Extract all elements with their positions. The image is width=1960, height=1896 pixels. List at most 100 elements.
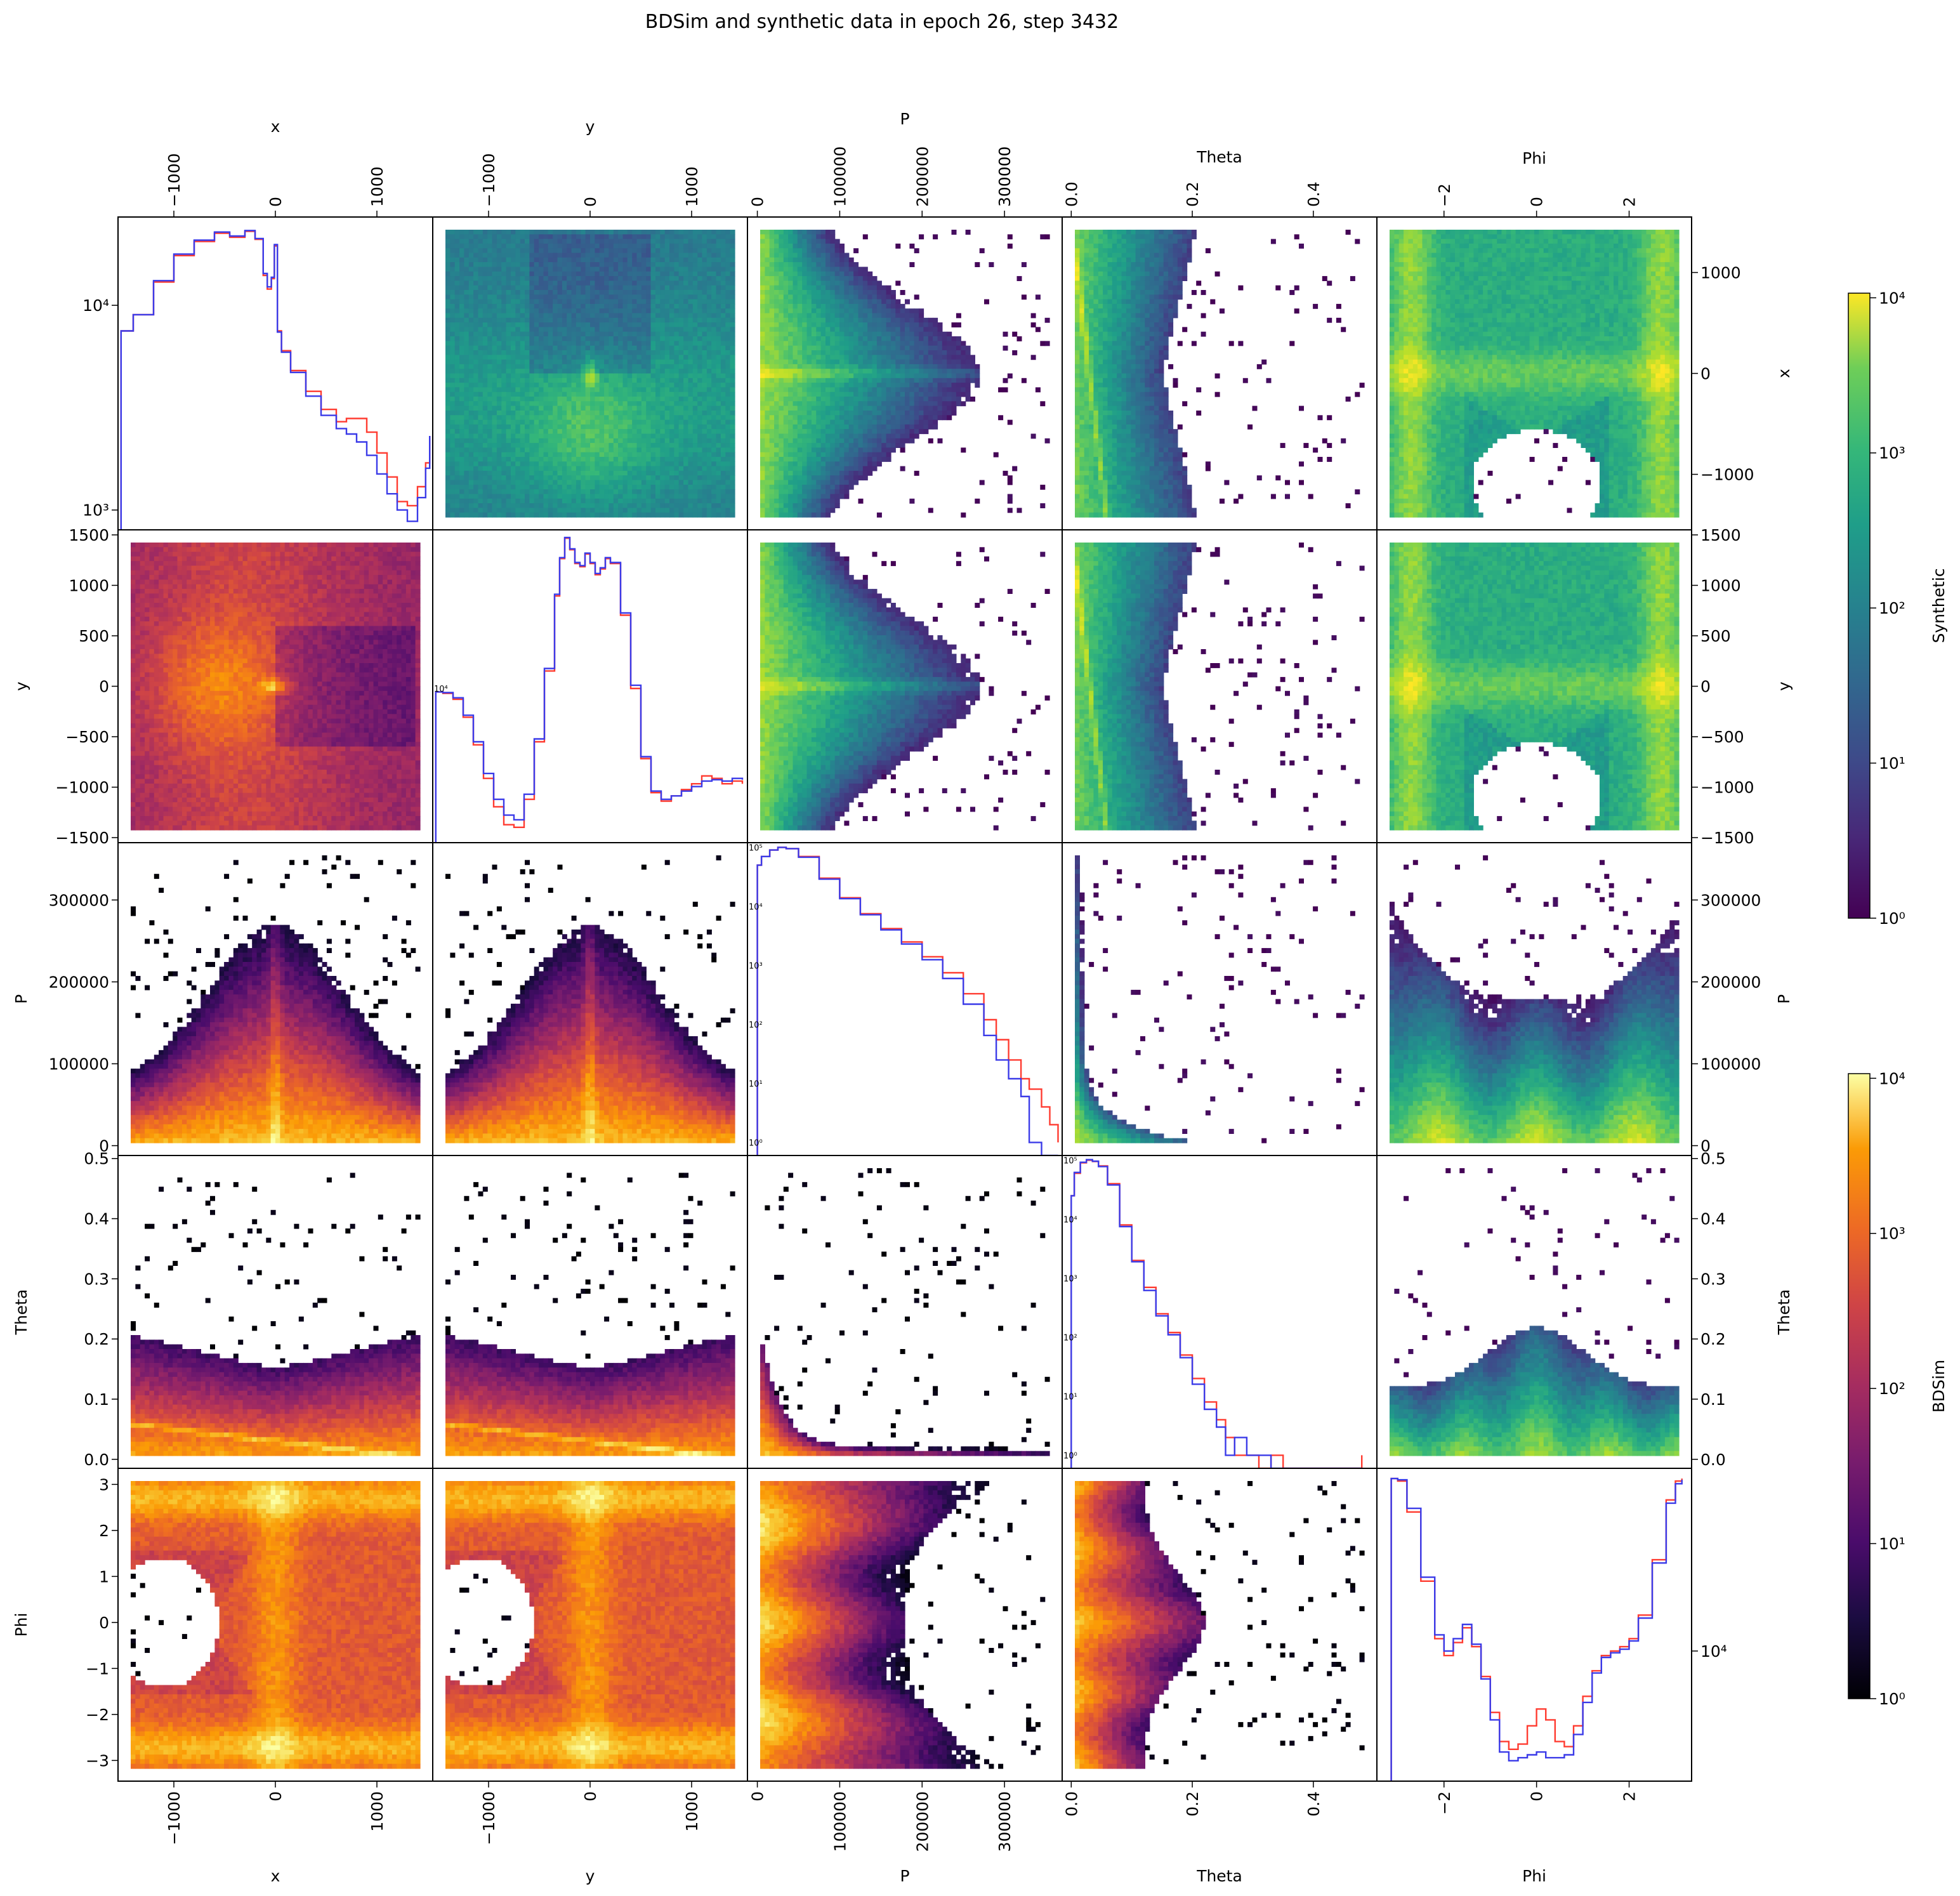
ytick-label: 10³ (1063, 1274, 1077, 1284)
colorbar-label: Synthetic (1930, 568, 1948, 643)
row-label-left: Theta (12, 1289, 30, 1336)
ytick-label: 10⁴ (749, 902, 763, 912)
xtick-label-top: −1000 (165, 153, 183, 207)
xtick-label-bottom: 0 (749, 1791, 767, 1801)
xtick-label-top: 1000 (683, 166, 701, 207)
xtick-label-top: 1000 (368, 166, 386, 207)
panel-bg (1377, 1468, 1692, 1781)
ytick-label-left: −500 (65, 728, 109, 746)
panel-Theta-vs-y (433, 1155, 747, 1468)
ytick-label: 10⁴ (82, 296, 109, 315)
xtick-label-bottom: 300000 (996, 1791, 1014, 1852)
panel-bg (747, 843, 1062, 1155)
ytick-label-left: 0 (99, 678, 109, 696)
ytick-label-right: 0.4 (1700, 1210, 1726, 1228)
panel-P-vs-Theta (1062, 843, 1377, 1155)
heatmap-cells (131, 543, 421, 831)
colorbar-tick-label: 10⁴ (1879, 289, 1905, 307)
ytick-label-right: 0.2 (1700, 1330, 1726, 1348)
panel-Phi-vs-y (433, 1468, 747, 1781)
ytick-label-left: −1000 (55, 779, 109, 797)
col-label-bottom: x (271, 1867, 280, 1885)
row-label-left: y (12, 681, 30, 691)
row-label-left: P (12, 994, 30, 1004)
panel-x-vs-Theta (1062, 217, 1377, 530)
colorbars: 10⁰ 10¹ 10² 10³ 10⁴ Synthetic 10⁰10¹10²10³10⁴B… (1848, 289, 1948, 1708)
ytick-label-left: 0 (99, 1614, 109, 1632)
panel-Phi-vs-P (747, 1468, 1062, 1781)
ytick-label-left: −3 (86, 1751, 109, 1770)
panel-x-vs-x: 10³ 10⁴ (82, 217, 433, 530)
col-label-top: Phi (1522, 149, 1546, 168)
diag-ytick-labels: 10³ 10⁴ (82, 296, 118, 520)
ytick-label-left: 300000 (49, 891, 109, 909)
ytick-label: 10¹ (1063, 1392, 1077, 1402)
row-label-left: Phi (12, 1613, 30, 1637)
panel-Phi-vs-x (118, 1468, 433, 1781)
heatmap-cells (445, 230, 735, 518)
ytick-label: 10⁰ (1063, 1451, 1077, 1461)
diag-ytick-labels: 10⁴ (1692, 1642, 1727, 1661)
figure-title: BDSim and synthetic data in epoch 26, st… (645, 11, 1119, 33)
ytick-label-left: 1 (99, 1567, 109, 1586)
ytick-label-left: 0.3 (84, 1270, 109, 1288)
panel-bg (433, 530, 747, 843)
colorbar-tick-label: 10¹ (1879, 754, 1905, 773)
ytick-label: 10³ (749, 961, 763, 971)
ytick-label-right: 0.5 (1700, 1150, 1726, 1168)
xtick-label-bottom: 0.0 (1062, 1791, 1081, 1817)
xtick-label-top: 200000 (913, 147, 931, 207)
ytick-label-left: 0.2 (84, 1330, 109, 1348)
ytick-label-right: −1000 (1700, 779, 1754, 797)
panel-bg (1062, 843, 1377, 1155)
ytick-label-left: −2 (86, 1706, 109, 1724)
colorbar-tick-label: 10⁴ (1879, 1069, 1905, 1088)
panel-Theta-vs-Phi (1377, 1155, 1692, 1468)
xtick-label-bottom: 2 (1621, 1791, 1639, 1801)
ytick-label: 10⁴ (1063, 1215, 1077, 1225)
panel-bg (118, 217, 433, 530)
panel-x-vs-y (433, 217, 747, 530)
ytick-label-right: 100000 (1700, 1055, 1761, 1073)
panel-P-vs-x (118, 843, 433, 1155)
xtick-label-bottom: 0 (581, 1791, 600, 1801)
xtick-label-bottom: −1000 (480, 1791, 498, 1845)
xtick-label-bottom: 1000 (683, 1791, 701, 1832)
colorbar-tick-label: 10³ (1879, 444, 1905, 463)
col-label-bottom: P (900, 1867, 909, 1885)
xtick-label-top: −2 (1435, 183, 1454, 207)
ytick-label-left: 500 (79, 627, 109, 645)
ytick-label-left: 0.5 (84, 1150, 109, 1168)
col-label-bottom: Theta (1196, 1867, 1242, 1885)
ytick-label: 10⁰ (749, 1138, 763, 1148)
col-label-top: y (586, 117, 595, 136)
ytick-label-right: 1000 (1700, 263, 1741, 282)
xtick-label-top: 0 (1528, 197, 1546, 207)
ytick-label: 10³ (82, 501, 109, 520)
xtick-label-top: 0.0 (1062, 181, 1081, 207)
panel-x-vs-P (747, 217, 1062, 530)
colorbar-gradient (1848, 293, 1870, 918)
panel-x-vs-Phi (1377, 217, 1692, 530)
ytick-label-left: 0.4 (84, 1210, 109, 1228)
ytick-label: 10¹ (749, 1079, 763, 1089)
colorbar-tick-label: 10⁰ (1879, 1690, 1905, 1708)
ytick-label-left: 100000 (49, 1055, 109, 1073)
panel-y-vs-y: 10⁴ (433, 530, 747, 843)
colorbar-tick-label: 10² (1879, 1379, 1905, 1398)
panel-Phi-vs-Phi: 10⁴ (1377, 1468, 1727, 1781)
panel-y-vs-Phi (1377, 530, 1692, 843)
xtick-label-top: 0 (749, 197, 767, 207)
ytick-label-left: −1500 (55, 829, 109, 847)
col-label-bottom: y (586, 1867, 595, 1885)
ytick-label-left: 2 (99, 1522, 109, 1540)
row-label-right: P (1775, 994, 1793, 1004)
colorbar-gradient (1848, 1074, 1870, 1699)
xtick-label-top: 2 (1621, 197, 1639, 207)
ytick-label-right: 0.0 (1700, 1451, 1726, 1469)
